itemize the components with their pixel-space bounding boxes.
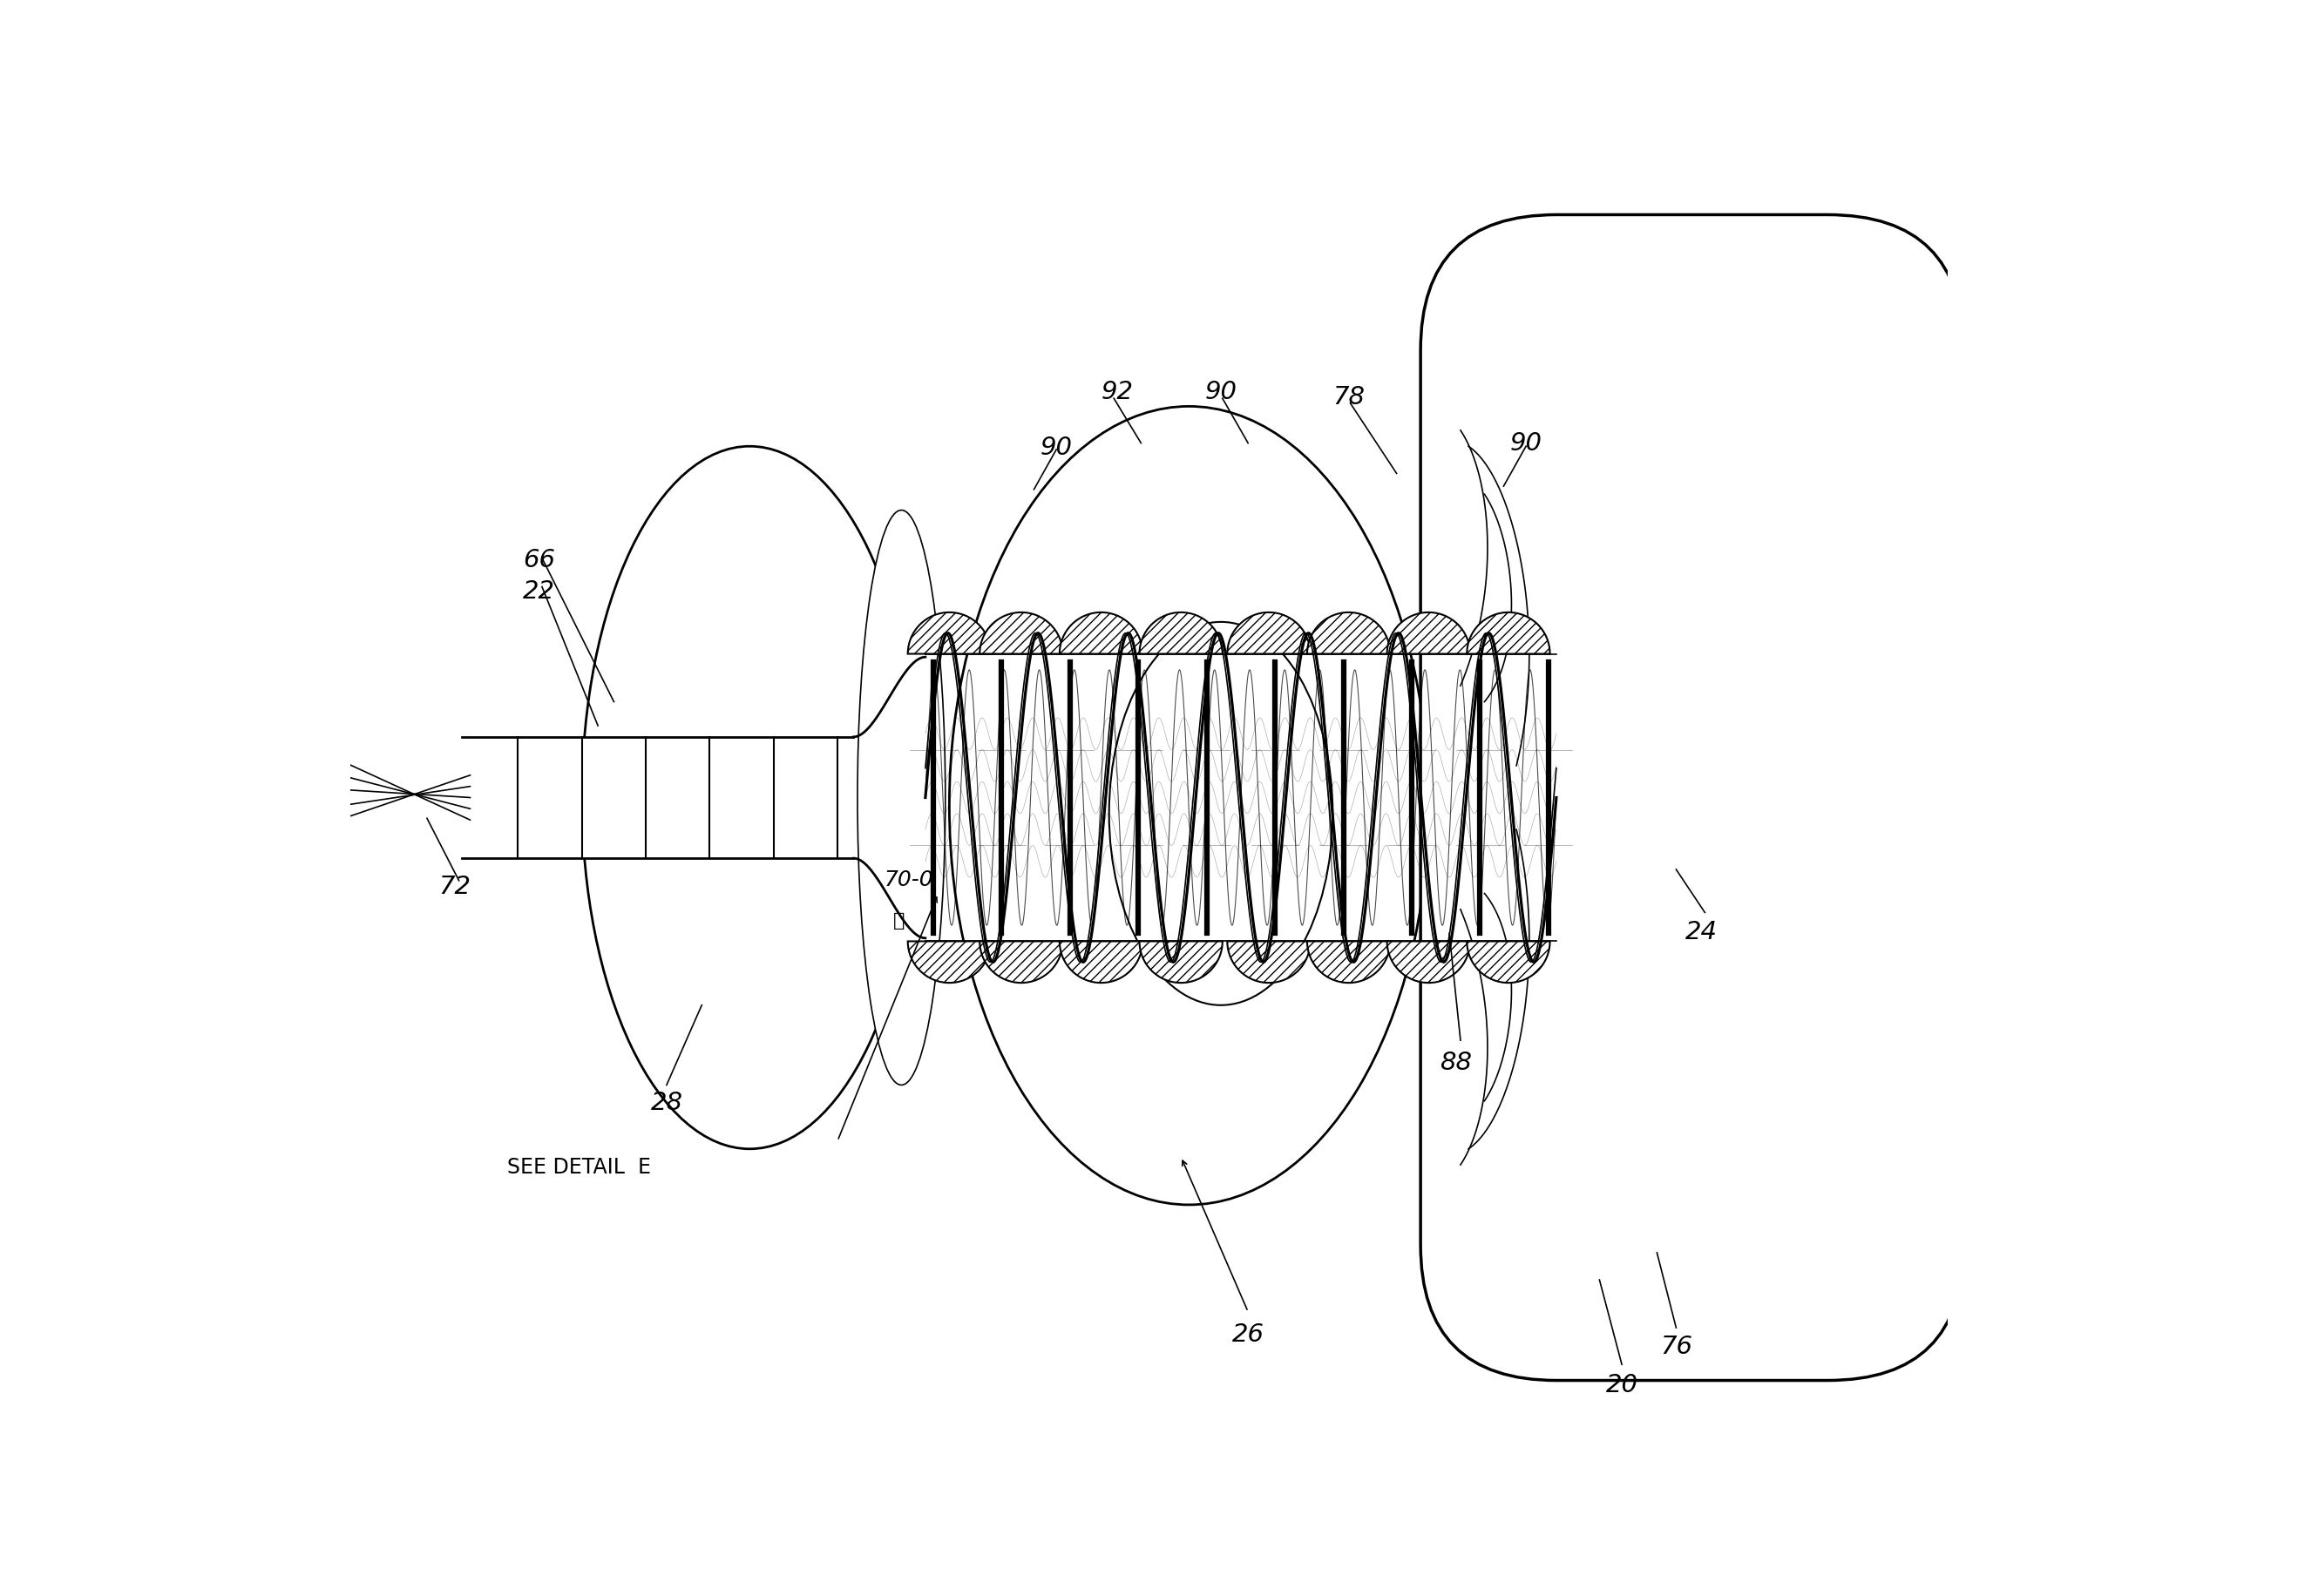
Wedge shape (979, 942, 1062, 983)
Wedge shape (1388, 942, 1471, 983)
Text: 90: 90 (1041, 436, 1073, 460)
Text: 22: 22 (524, 579, 556, 603)
Wedge shape (1140, 942, 1223, 983)
Text: 26: 26 (1232, 1321, 1264, 1345)
Wedge shape (1308, 613, 1390, 654)
FancyBboxPatch shape (1420, 215, 1965, 1381)
Text: 90: 90 (1510, 431, 1542, 455)
Ellipse shape (581, 447, 917, 1149)
Text: SEE DETAIL  E: SEE DETAIL E (508, 1157, 650, 1178)
Text: 20: 20 (1606, 1373, 1638, 1396)
Wedge shape (908, 942, 990, 983)
Wedge shape (979, 613, 1062, 654)
Text: 88: 88 (1441, 1050, 1473, 1074)
Text: 76: 76 (1659, 1334, 1691, 1358)
Text: 66: 66 (524, 547, 556, 571)
Wedge shape (1466, 613, 1549, 654)
Wedge shape (1308, 942, 1390, 983)
Wedge shape (1059, 942, 1142, 983)
Wedge shape (1059, 613, 1142, 654)
Text: ⌣: ⌣ (894, 911, 905, 929)
Text: 72: 72 (439, 875, 471, 899)
Ellipse shape (1110, 622, 1333, 1005)
Ellipse shape (949, 407, 1429, 1205)
Ellipse shape (2020, 787, 2059, 822)
Wedge shape (1466, 942, 1549, 983)
Wedge shape (1140, 613, 1223, 654)
Text: 78: 78 (1333, 385, 1365, 409)
Wedge shape (908, 613, 990, 654)
Ellipse shape (857, 511, 944, 1085)
Text: 70-0: 70-0 (885, 870, 933, 891)
Text: 92: 92 (1101, 380, 1133, 404)
Wedge shape (1227, 942, 1310, 983)
Text: 90: 90 (1204, 380, 1236, 404)
Wedge shape (1388, 613, 1471, 654)
Wedge shape (1227, 613, 1310, 654)
Text: 28: 28 (650, 1090, 683, 1114)
Text: 24: 24 (1687, 919, 1719, 943)
